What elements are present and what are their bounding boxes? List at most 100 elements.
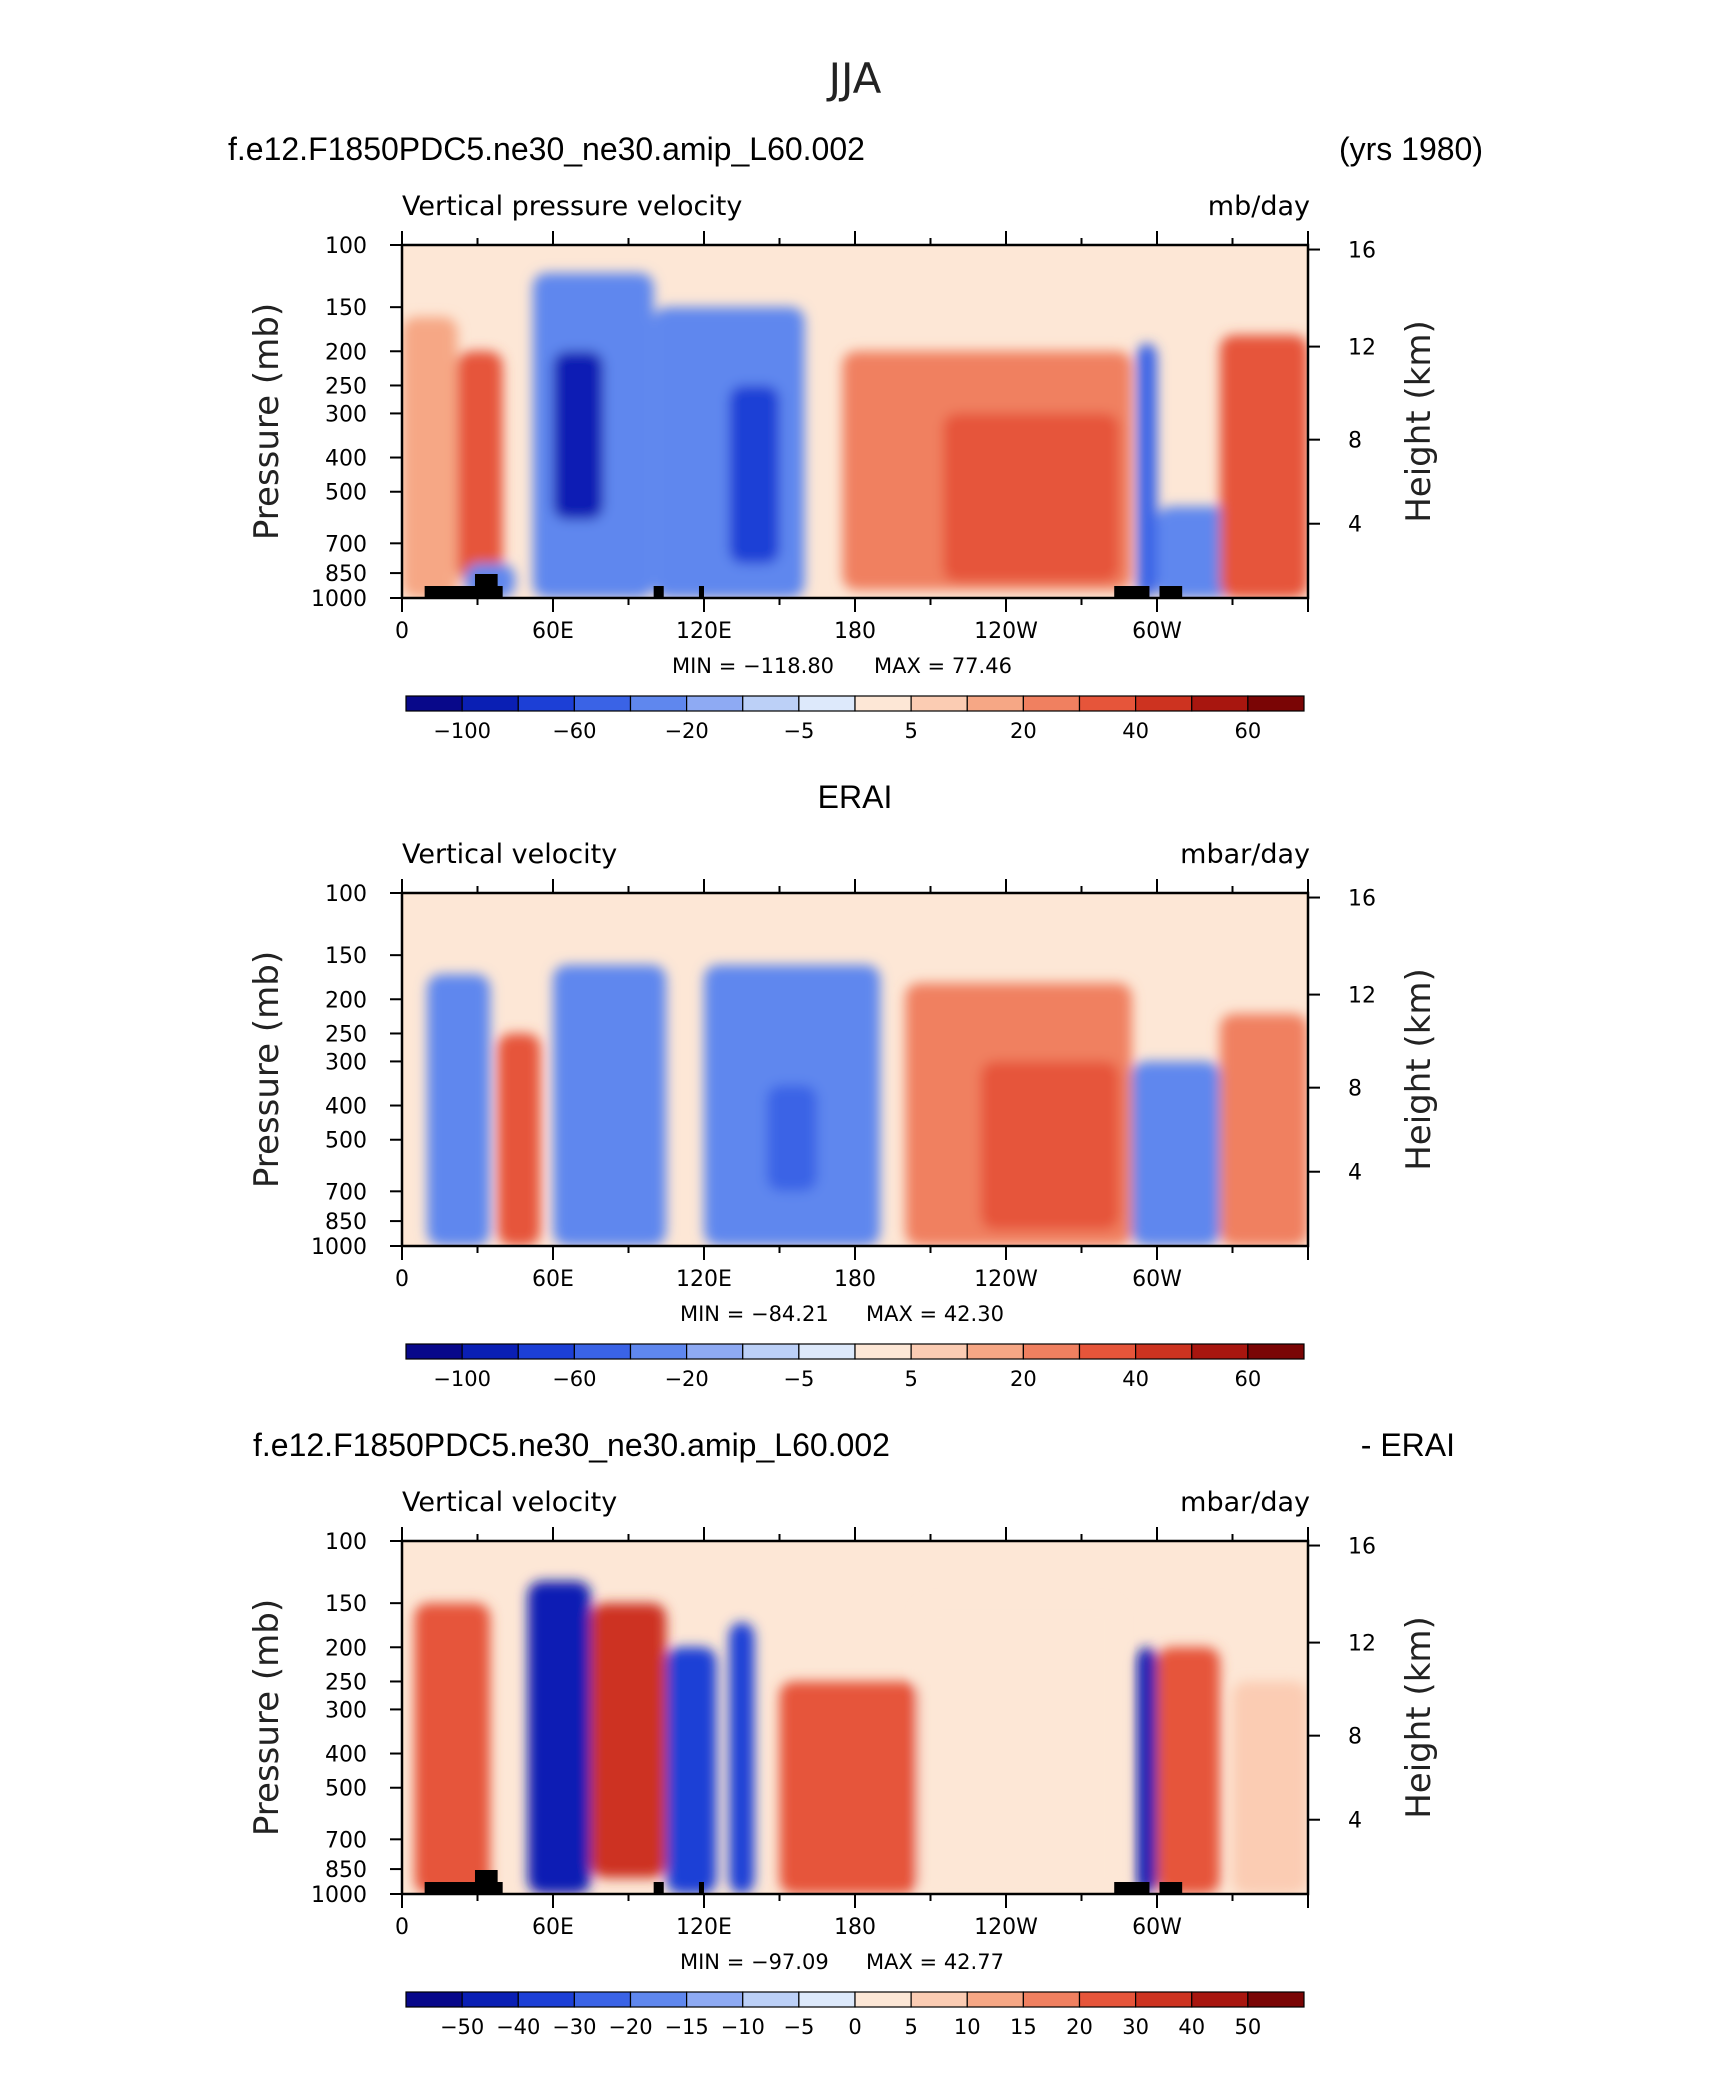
panel-3-field: [414, 1581, 1308, 1894]
colorbar-label: −5: [783, 2015, 814, 2039]
field-cell: [553, 965, 667, 1246]
x-tick-label: 120E: [676, 1267, 732, 1292]
panel-3: f.e12.F1850PDC5.ne30_ne30.amip_L60.002 -…: [247, 1427, 1455, 2039]
colorbar-label: 20: [1010, 719, 1037, 743]
panel-3-var-label: Vertical velocity: [402, 1487, 617, 1518]
y-tick-label: 100: [325, 1530, 367, 1555]
panel-3-max-text: MAX = 42.77: [866, 1950, 1004, 1974]
colorbar-label: 5: [904, 719, 917, 743]
colorbar-box: [461, 695, 519, 712]
colorbar-box: [798, 695, 856, 712]
colorbar-box: [629, 1343, 688, 1360]
colorbar-label: −60: [552, 1367, 596, 1391]
y-tick-label: 400: [325, 1095, 367, 1120]
colorbar-label: −20: [608, 2015, 652, 2039]
y-tick-label: 100: [325, 234, 367, 259]
land-block: [698, 1882, 704, 1894]
colorbar-label: 60: [1235, 719, 1262, 743]
right-tick-label: 12: [1348, 336, 1376, 361]
y-axis-label: Pressure (mb): [247, 951, 287, 1188]
colorbar-box: [1135, 695, 1193, 712]
colorbar-box: [405, 695, 463, 712]
x-tick-label: 0: [395, 619, 409, 644]
panel-1-var-label: Vertical pressure velocity: [402, 191, 742, 222]
colorbar-box: [910, 1991, 968, 2008]
y-tick-label: 150: [325, 296, 367, 321]
panel-1-min-text: MIN = −118.80: [672, 654, 834, 678]
panel-1-land-mask: [424, 574, 1183, 598]
colorbar-label: −15: [664, 2015, 708, 2039]
field-cell: [917, 1603, 1120, 1894]
colorbar-box: [517, 1991, 575, 2008]
colorbar-label: −20: [664, 719, 708, 743]
land-block: [1159, 586, 1183, 598]
panel-1-colorbar: −100 −60 −20 −5 5 20 40 60: [405, 695, 1305, 743]
field-cell: [729, 385, 780, 564]
colorbar-box: [573, 695, 632, 712]
panel-1: f.e12.F1850PDC5.ne30_ne30.amip_L60.002 (…: [228, 131, 1483, 743]
right-axis-label: Height (km): [1399, 320, 1439, 523]
x-tick-label: 0: [395, 1915, 409, 1940]
x-tick-label: 120E: [676, 619, 732, 644]
y-tick-label: 150: [325, 1592, 367, 1617]
right-tick-label: 12: [1348, 1632, 1376, 1657]
colorbar-box: [1191, 1343, 1249, 1360]
colorbar-box: [1135, 1343, 1193, 1360]
colorbar-box: [573, 1991, 632, 2008]
panel-1-header-right: (yrs 1980): [1339, 131, 1483, 167]
colorbar-label: 40: [1122, 1367, 1149, 1391]
panel-2-colorbar: −100 −60 −20 −5 5 20 40 60: [405, 1343, 1305, 1391]
field-cell: [766, 1085, 818, 1192]
y-tick-label: 1000: [311, 587, 367, 612]
colorbar-box: [1247, 695, 1305, 712]
right-tick-label: 4: [1348, 1161, 1362, 1186]
x-tick-label: 60W: [1132, 619, 1182, 644]
field-cell: [414, 1603, 491, 1894]
y-tick-label: 100: [325, 882, 367, 907]
right-tick-label: 4: [1348, 1809, 1362, 1834]
field-cell: [402, 317, 458, 598]
x-tick-label: 60E: [532, 1267, 574, 1292]
colorbar-box: [798, 1991, 856, 2008]
x-tick-label: 60E: [532, 1915, 574, 1940]
colorbar-box: [629, 695, 688, 712]
right-tick-label: 8: [1348, 1077, 1362, 1102]
colorbar-box: [1191, 1991, 1249, 2008]
colorbar-box: [910, 1343, 968, 1360]
colorbar-box: [1022, 1991, 1081, 2008]
colorbar-label: −100: [433, 1367, 491, 1391]
colorbar-label: 40: [1178, 2015, 1205, 2039]
colorbar-label: −50: [440, 2015, 484, 2039]
colorbar-label: −60: [552, 719, 596, 743]
right-tick-label: 16: [1348, 239, 1376, 264]
panel-3-land-mask: [424, 1870, 1183, 1894]
colorbar-label: −40: [496, 2015, 540, 2039]
colorbar-label: 5: [904, 2015, 917, 2039]
colorbar-label: −10: [721, 2015, 765, 2039]
colorbar-label: −100: [433, 719, 491, 743]
panel-3-colorbar: −50 −40 −30 −20 −15 −10 −5 0 5 10 15 20 30 40 50: [405, 1991, 1305, 2039]
panel-2-header-left: ERAI: [818, 779, 893, 815]
land-block: [653, 1882, 664, 1894]
colorbar-box: [854, 695, 912, 712]
colorbar-box: [405, 1991, 463, 2008]
field-cell: [729, 1622, 755, 1894]
panel-3-header-right: - ERAI: [1361, 1427, 1455, 1463]
y-axis-label: Pressure (mb): [247, 1599, 287, 1836]
y-tick-label: 500: [325, 1777, 367, 1802]
x-tick-label: 120W: [974, 619, 1038, 644]
colorbar-box: [1191, 695, 1249, 712]
colorbar-box: [686, 1991, 744, 2008]
colorbar-box: [461, 1343, 519, 1360]
colorbar-box: [405, 1343, 463, 1360]
colorbar-box: [854, 1991, 912, 2008]
x-tick-label: 120E: [676, 1915, 732, 1940]
colorbar-box: [966, 1343, 1024, 1360]
y-tick-label: 200: [325, 1636, 367, 1661]
field-cell: [779, 1681, 918, 1894]
right-tick-label: 16: [1348, 1535, 1376, 1560]
field-cell: [427, 974, 491, 1246]
field-cell: [590, 1603, 667, 1878]
